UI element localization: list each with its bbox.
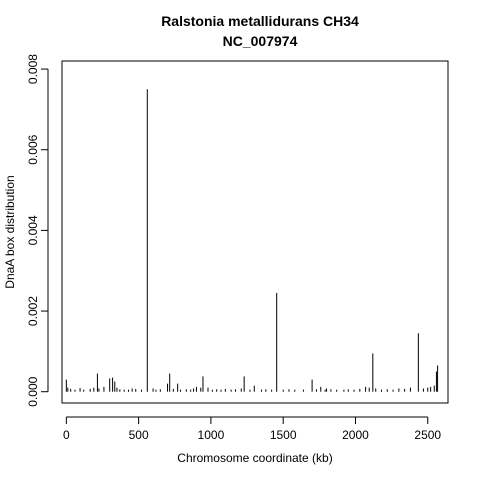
x-tick-label: 1500: [270, 428, 297, 442]
x-tick-label: 1000: [198, 428, 225, 442]
x-tick-label: 2000: [342, 428, 369, 442]
bars-group: [65, 89, 439, 392]
x-axis-label: Chromosome coordinate (kb): [177, 451, 332, 465]
plot-frame: [61, 60, 449, 404]
chart-subtitle: NC_007974: [223, 33, 298, 49]
y-tick-label: 0.004: [26, 215, 40, 245]
y-tick-label: 0.008: [26, 54, 40, 84]
y-axis: 0.000 0.002 0.004 0.006 0.008: [26, 54, 49, 407]
y-axis-label: DnaA box distribution: [3, 175, 17, 288]
x-axis: 0 500 1000 1500 2000 2500: [63, 416, 441, 442]
x-tick-label: 2500: [414, 428, 441, 442]
chart-title: Ralstonia metallidurans CH34: [161, 13, 359, 29]
y-tick-label: 0.006: [26, 134, 40, 164]
x-tick-label: 500: [129, 428, 149, 442]
x-tick-label: 0: [63, 428, 70, 442]
y-tick-label: 0.002: [26, 296, 40, 326]
y-tick-label: 0.000: [26, 376, 40, 406]
